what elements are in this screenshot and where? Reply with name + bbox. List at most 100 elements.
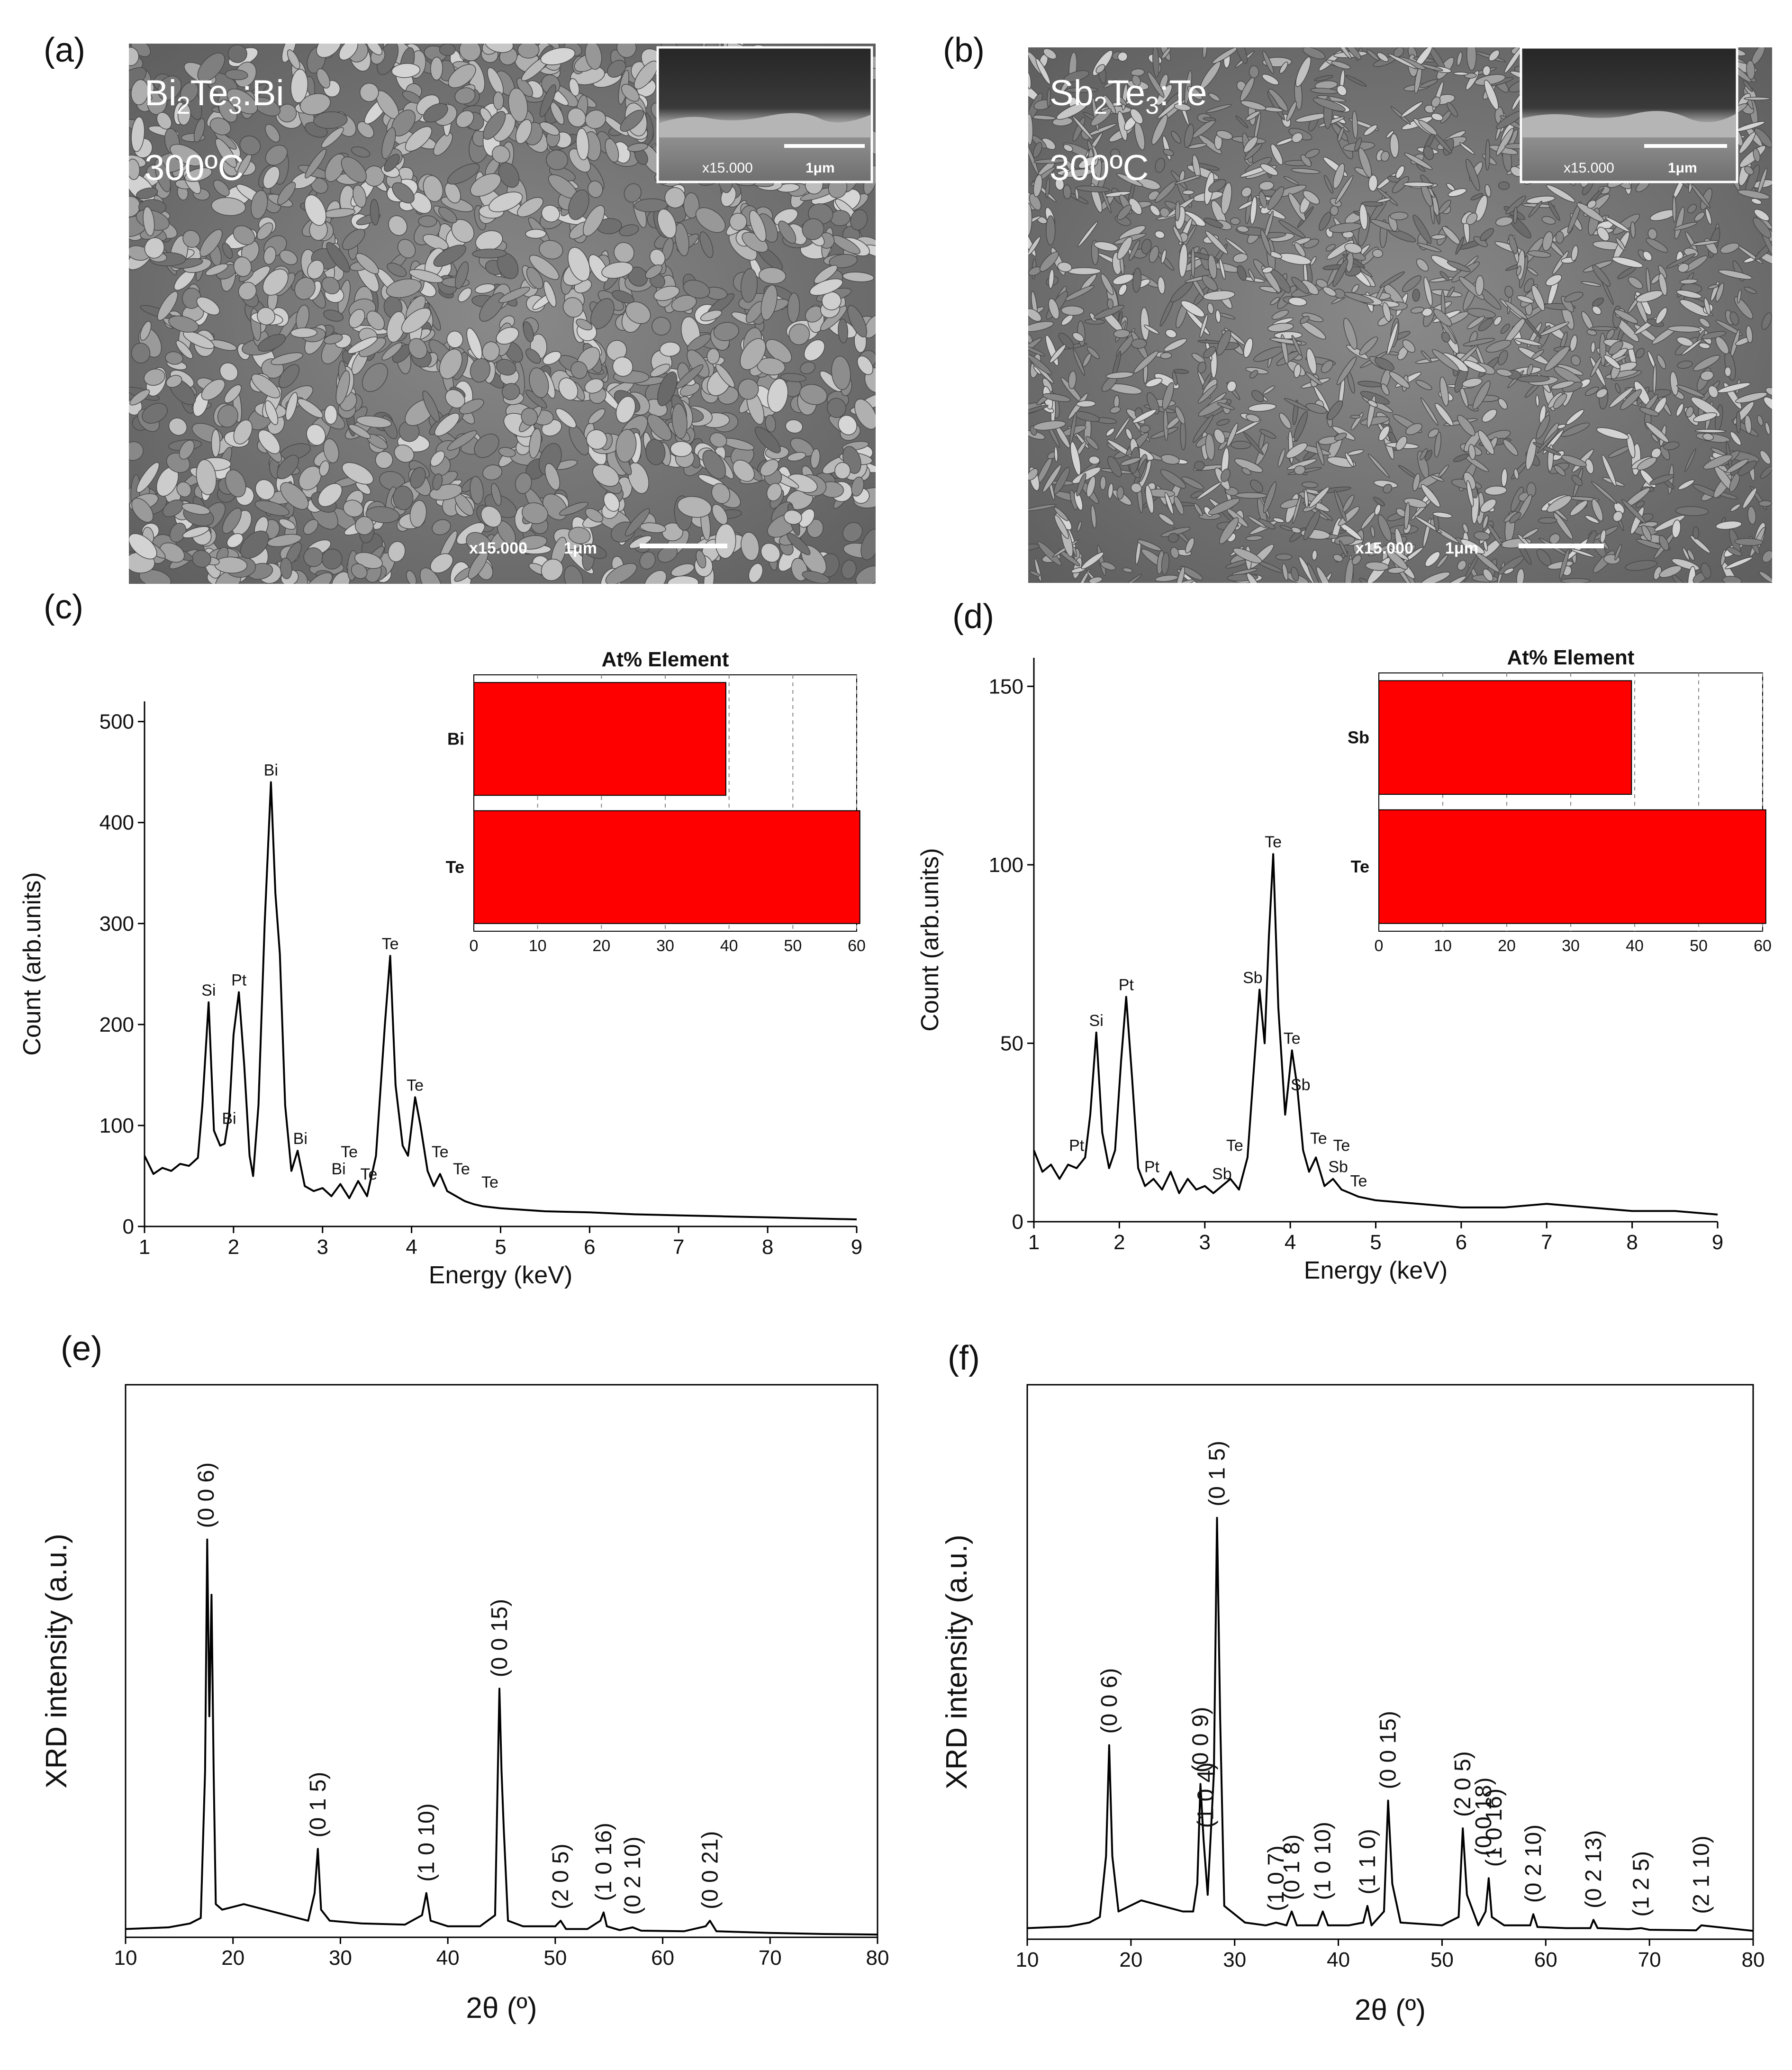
sem-grain bbox=[1566, 409, 1584, 425]
inset-bar bbox=[473, 682, 726, 796]
sem-grain bbox=[619, 224, 639, 236]
sem-grain bbox=[316, 44, 342, 58]
sem-grain bbox=[1294, 242, 1306, 257]
sem-grain bbox=[1425, 551, 1440, 567]
sem-grain bbox=[484, 44, 514, 53]
x-tick-label: 9 bbox=[851, 1235, 862, 1259]
peak-label: (0 0 21) bbox=[697, 1831, 723, 1909]
sem-grain bbox=[842, 522, 863, 542]
sem-grain bbox=[1496, 127, 1514, 156]
sem-grain bbox=[277, 104, 297, 123]
sem-grain bbox=[470, 476, 484, 505]
sem-grain bbox=[802, 218, 824, 240]
sem-grain bbox=[1117, 52, 1128, 62]
sem-grain bbox=[129, 158, 140, 180]
peak-label: Te bbox=[1350, 1172, 1367, 1190]
x-tick-label: 5 bbox=[1370, 1231, 1381, 1254]
sem-grain bbox=[780, 373, 807, 382]
sem-grain bbox=[1074, 491, 1083, 511]
sem-grain bbox=[588, 181, 603, 198]
sem-grain bbox=[787, 533, 811, 555]
sem-grain bbox=[740, 338, 766, 370]
peak-label: Pt bbox=[1119, 976, 1134, 994]
sem-grain bbox=[1164, 338, 1187, 352]
peak-label: (1 2 5) bbox=[1629, 1851, 1654, 1917]
sem-grain bbox=[1552, 251, 1569, 275]
sem-grain bbox=[1160, 352, 1172, 359]
sem-grain bbox=[1744, 287, 1757, 294]
sem-grain bbox=[517, 44, 540, 59]
peak-label: Sb bbox=[1328, 1158, 1348, 1176]
sem-grain bbox=[1194, 503, 1203, 516]
sem-grain bbox=[576, 128, 589, 161]
sem-grain bbox=[515, 119, 532, 144]
sem-grain bbox=[758, 267, 787, 284]
sem-grain bbox=[1359, 336, 1378, 355]
peak-label: Bi bbox=[222, 1110, 236, 1128]
sem-grain bbox=[264, 124, 281, 143]
peak-label: (1 0 4) bbox=[1193, 1762, 1218, 1828]
sem-grain bbox=[1304, 489, 1309, 508]
sem-grain bbox=[180, 82, 199, 103]
sem-grain bbox=[834, 462, 851, 480]
sem-grain bbox=[299, 465, 322, 490]
inset-tick-label: 20 bbox=[592, 937, 610, 955]
sem-grain bbox=[323, 309, 344, 322]
sem-grain bbox=[1058, 332, 1074, 349]
sem-grain bbox=[1729, 431, 1742, 446]
sem-grain bbox=[433, 245, 466, 267]
sem-grain bbox=[326, 242, 350, 273]
sem-grain bbox=[541, 559, 563, 581]
sem-temp-a: 300ºC bbox=[145, 148, 244, 188]
sem-grain bbox=[211, 197, 246, 216]
inset-category-label: Sb bbox=[1348, 727, 1369, 747]
sem-grain bbox=[1171, 131, 1181, 144]
sem-grain bbox=[219, 362, 238, 381]
sem-grain bbox=[482, 464, 502, 481]
sem-grain bbox=[1484, 184, 1492, 198]
sem-grain bbox=[381, 127, 396, 159]
sem-grain bbox=[1344, 558, 1354, 583]
sem-scale-b: 1μm bbox=[1445, 539, 1478, 557]
sem-grain bbox=[168, 315, 199, 333]
sem-grain bbox=[496, 359, 516, 376]
sem-grain bbox=[1049, 344, 1066, 363]
sem-grain bbox=[1658, 265, 1667, 279]
sem-grain bbox=[543, 281, 557, 308]
sem-grain bbox=[357, 121, 374, 138]
x-tick-label: 8 bbox=[762, 1235, 773, 1259]
sem-grain bbox=[644, 570, 667, 584]
sem-grain bbox=[365, 506, 400, 523]
sem-grain bbox=[343, 499, 363, 518]
sem-grain bbox=[351, 146, 371, 158]
sem-grain bbox=[1434, 431, 1442, 458]
sem-grain bbox=[1485, 139, 1490, 171]
sem-grain bbox=[585, 508, 604, 523]
peak-label: Te bbox=[481, 1173, 498, 1191]
sem-grain bbox=[1699, 318, 1711, 328]
sem-grain bbox=[179, 440, 195, 460]
y-tick-label: 150 bbox=[989, 675, 1023, 698]
sem-grain bbox=[1667, 325, 1702, 333]
sem-grain bbox=[285, 392, 298, 421]
sem-grain bbox=[1216, 418, 1230, 426]
sem-grain bbox=[659, 342, 681, 357]
sem-grain bbox=[1322, 286, 1337, 297]
sem-grain bbox=[1057, 262, 1072, 272]
sem-grain bbox=[1761, 312, 1772, 330]
sem-grain bbox=[1114, 416, 1131, 440]
sem-grain bbox=[142, 403, 168, 424]
sem-grain bbox=[1460, 539, 1485, 554]
x-axis-title: Energy (keV) bbox=[429, 1262, 572, 1289]
sem-grain bbox=[1072, 467, 1102, 484]
peak-label: (1 0 16) bbox=[1482, 1789, 1507, 1867]
peak-label: (0 2 10) bbox=[620, 1836, 645, 1915]
sem-grain bbox=[491, 483, 502, 506]
x-tick-label: 7 bbox=[673, 1235, 684, 1259]
sem-grain bbox=[264, 400, 279, 426]
sem-grain bbox=[1493, 316, 1502, 326]
sem-grain bbox=[331, 571, 351, 584]
sem-grain bbox=[1542, 231, 1553, 251]
sem-grain bbox=[522, 502, 548, 524]
sem-grain bbox=[279, 250, 298, 265]
